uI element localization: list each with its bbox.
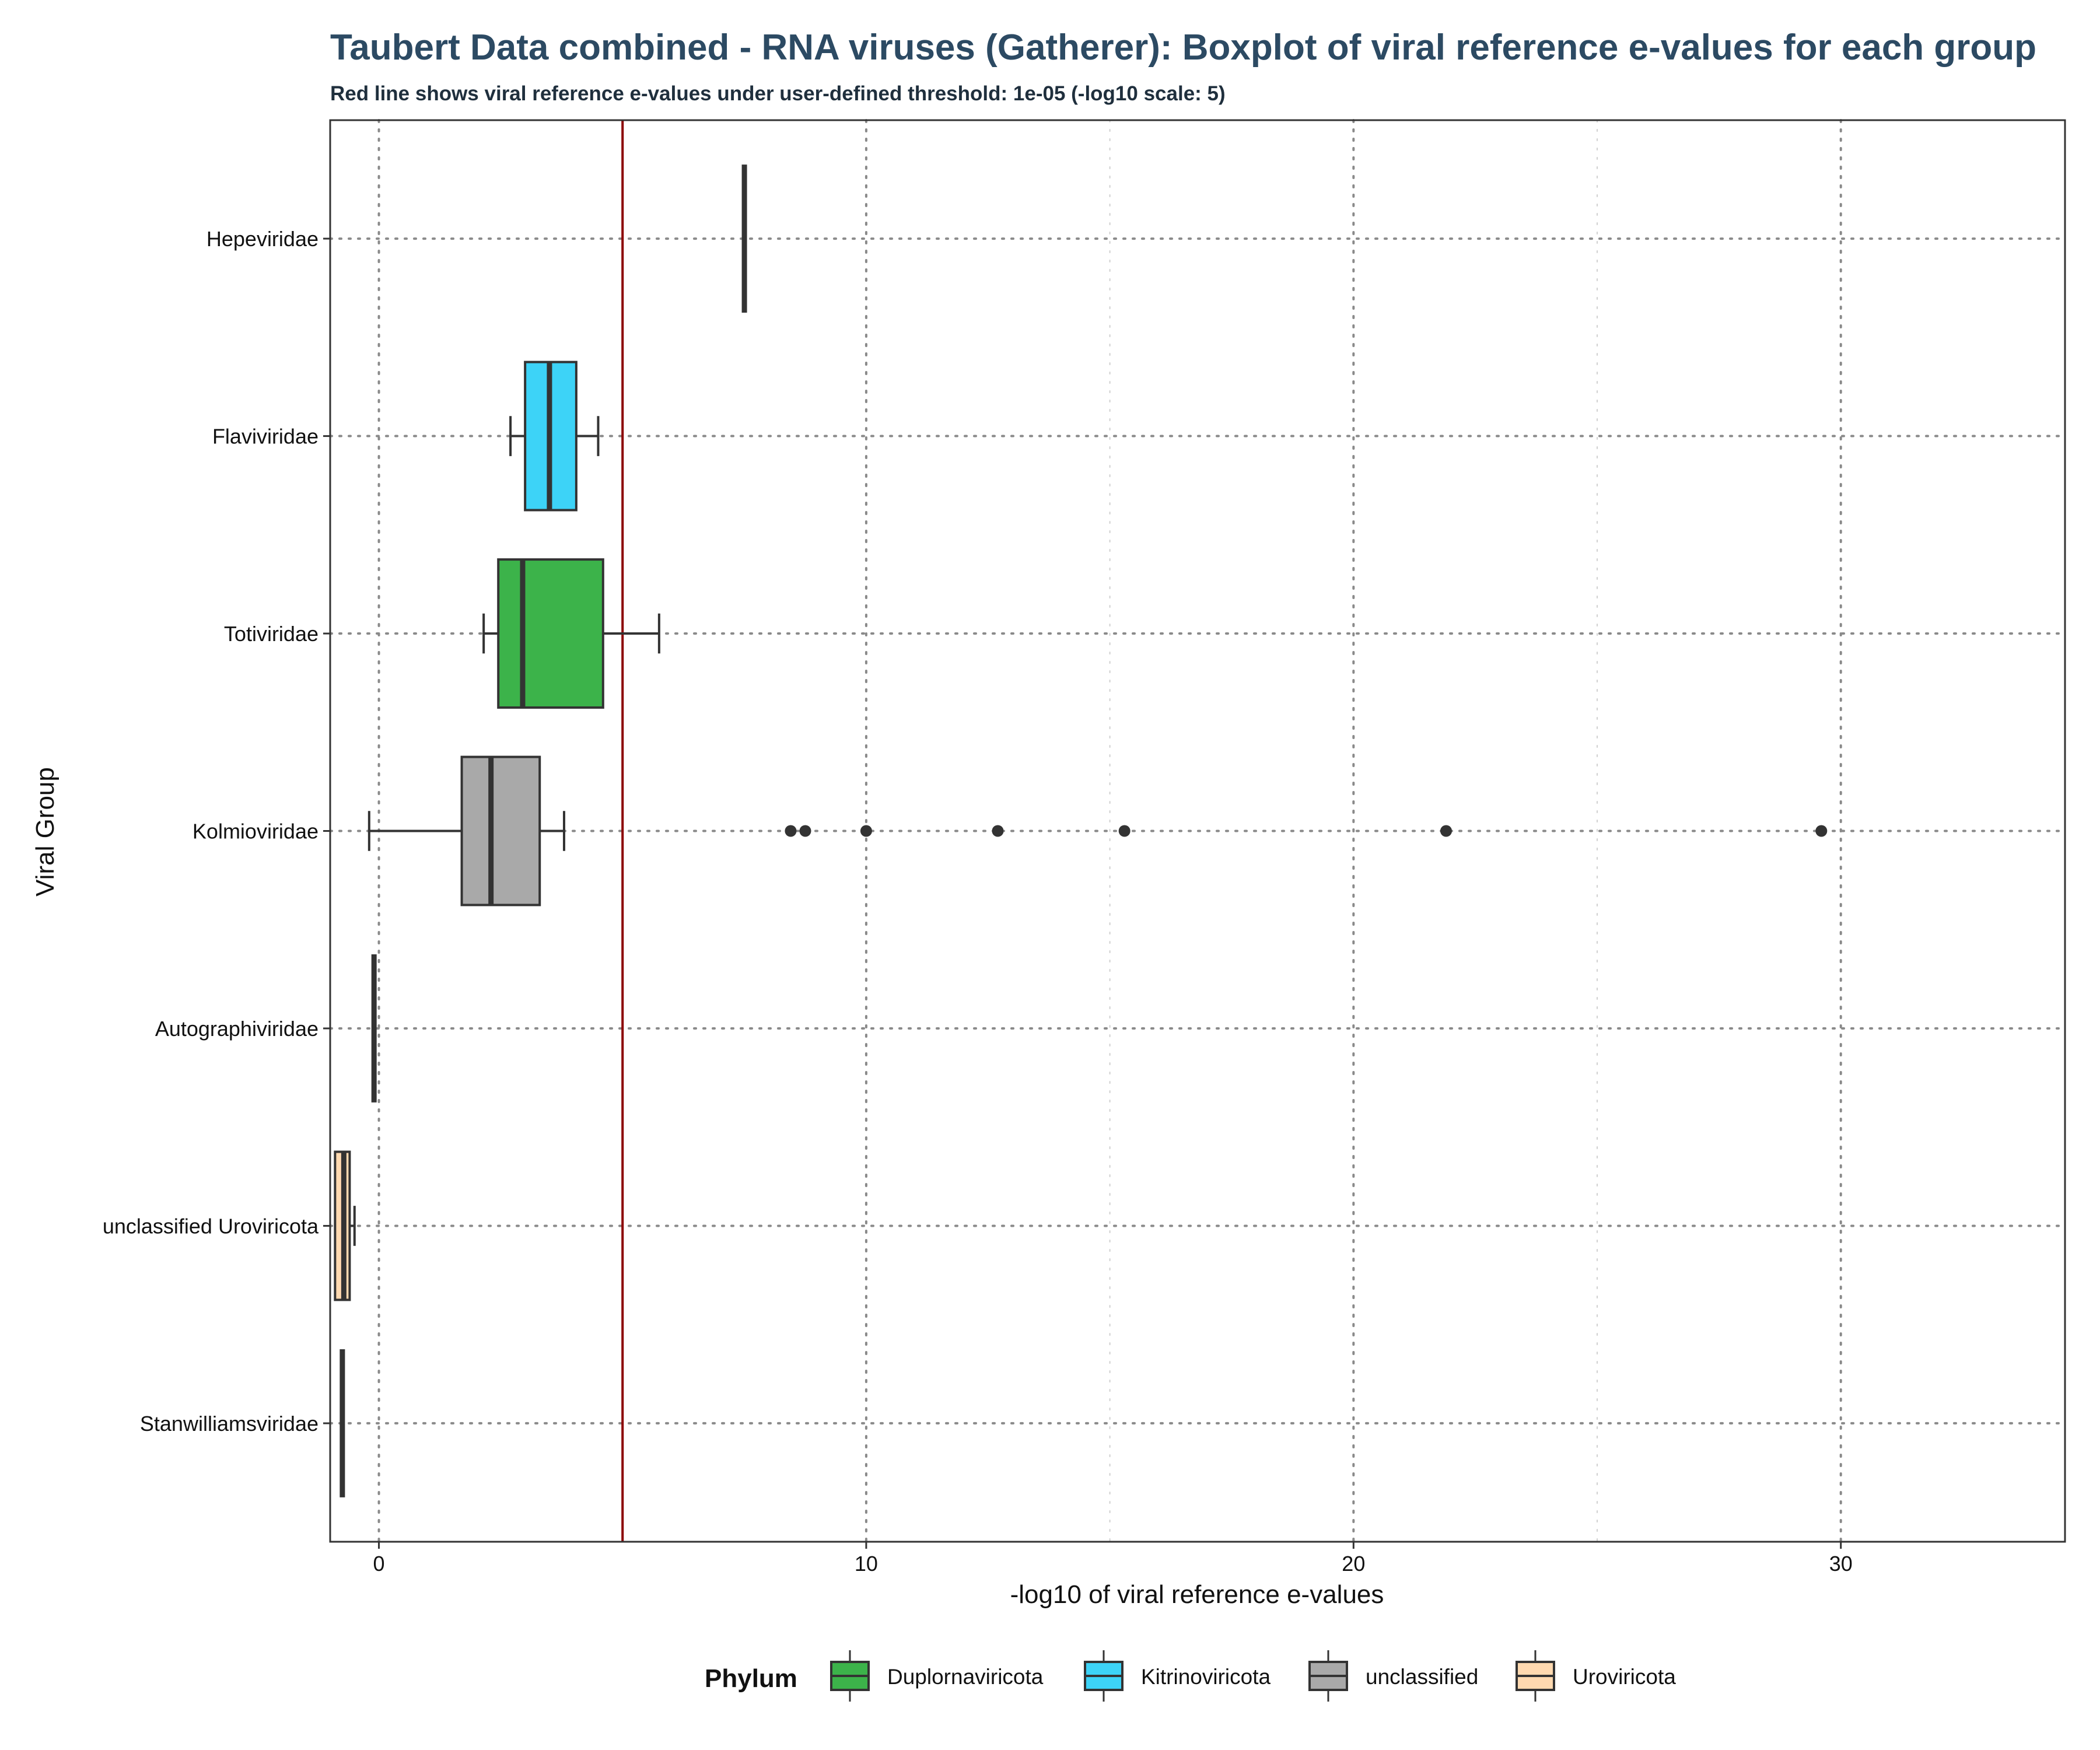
box-group-flaviviridae — [509, 360, 600, 512]
box — [460, 755, 541, 907]
x-axis-title: -log10 of viral reference e-values — [1010, 1580, 1384, 1609]
y-tick-label: Flaviviridae — [212, 425, 318, 449]
y-axis-title: Viral Group — [31, 767, 60, 897]
box-group-kolmioviridae — [368, 755, 1828, 907]
outlier-point — [860, 825, 872, 837]
legend-label: unclassified — [1366, 1665, 1478, 1689]
legend-key-kitrinoviricota — [1084, 1650, 1124, 1702]
legend-key-uroviricota — [1516, 1650, 1555, 1702]
y-tick-label: Autographiviridae — [155, 1017, 318, 1041]
x-tick-label: 20 — [1342, 1552, 1365, 1576]
y-tick-label: Hepeviridae — [206, 227, 318, 251]
box-group-totiviridae — [482, 558, 660, 709]
y-tick-label: unclassified Uroviricota — [103, 1214, 319, 1238]
y-tick-label: Kolmioviridae — [192, 820, 318, 844]
outlier-point — [992, 825, 1004, 837]
chart-subtitle: Red line shows viral reference e-values … — [330, 82, 1226, 105]
plot-area: Hepeviridae Flaviviridae Totiviridae Kolmio… — [103, 119, 2066, 1576]
legend-label: Uroviricota — [1573, 1665, 1676, 1689]
legend-label: Kitrinoviricota — [1141, 1665, 1270, 1689]
legend-title: Phylum — [705, 1664, 797, 1693]
outlier-point — [785, 825, 797, 837]
x-tick-label: 30 — [1829, 1552, 1853, 1576]
legend-key-unclassified — [1308, 1650, 1348, 1702]
outlier-point — [1118, 825, 1130, 837]
box-group-unclassified-uroviricota — [334, 1150, 356, 1301]
legend-key-duplornaviricota — [830, 1650, 870, 1702]
box — [497, 558, 604, 709]
legend-label: Duplornaviricota — [887, 1665, 1044, 1689]
outlier-point — [1440, 825, 1452, 837]
x-tick-label: 10 — [855, 1552, 878, 1576]
y-tick-label: Stanwilliamsviridae — [140, 1412, 318, 1436]
y-tick-label: Totiviridae — [224, 622, 318, 646]
chart-title: Taubert Data combined - RNA viruses (Gat… — [330, 27, 2036, 68]
outlier-point — [799, 825, 811, 837]
legend: Phylum Duplornaviricota Kitrinoviricota un… — [705, 1650, 1676, 1702]
x-tick-label: 0 — [373, 1552, 385, 1576]
outlier-point — [1815, 825, 1828, 837]
